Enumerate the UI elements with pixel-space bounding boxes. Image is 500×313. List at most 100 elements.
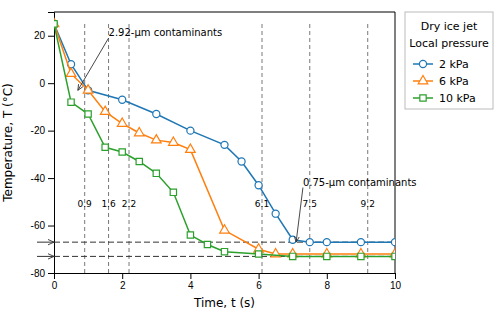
y-axis: -80 -60 -40 -20 0 20 — [31, 13, 55, 279]
series-point — [85, 111, 91, 117]
x-tick: 6 — [256, 273, 262, 291]
series-point — [238, 158, 245, 165]
series-point — [100, 106, 110, 114]
series-line — [54, 24, 395, 242]
x-tick-mark — [259, 273, 260, 279]
series-point — [392, 253, 395, 259]
series-point — [324, 253, 330, 259]
x-tick-mark — [327, 273, 328, 279]
y-tick-label: -40 — [31, 173, 46, 184]
series-point — [255, 182, 262, 189]
x-tick: 2 — [120, 273, 126, 291]
series-point — [153, 170, 159, 176]
series-line — [54, 24, 395, 254]
y-tick-label: -80 — [31, 268, 46, 279]
series-point — [68, 99, 74, 105]
legend-box — [405, 12, 493, 109]
series-point — [221, 141, 228, 148]
series-point — [186, 144, 196, 152]
vline — [129, 24, 130, 273]
x-tick-mark — [190, 273, 191, 279]
series-point — [187, 232, 193, 238]
x-tick: 0 — [52, 273, 58, 291]
x-tick: 8 — [325, 273, 331, 291]
vline — [309, 24, 310, 273]
annotation-arrow — [296, 188, 303, 243]
data-area — [54, 18, 395, 273]
legend-entry: 6 kPa — [439, 75, 469, 88]
vline-label: 0.9 — [78, 199, 93, 209]
series-point — [83, 85, 93, 93]
x-tick-mark — [395, 273, 396, 279]
y-tick-mark — [48, 178, 54, 179]
x-axis-line — [55, 274, 396, 280]
series-point — [54, 20, 58, 27]
y-tick-mark — [48, 83, 54, 84]
x-tick-label: 2 — [120, 280, 126, 291]
series-point — [66, 68, 76, 76]
plot-frame-top — [54, 12, 395, 13]
y-tick-label: -60 — [31, 220, 46, 231]
series-point — [220, 225, 230, 233]
legend-title: Local pressure — [409, 37, 489, 50]
series-point — [272, 210, 279, 217]
series-point — [151, 135, 161, 143]
x-tick: 4 — [188, 273, 194, 291]
y-tick: -80 — [31, 268, 54, 279]
y-tick-label: 0 — [39, 78, 45, 89]
series-point — [391, 239, 395, 246]
y-axis-title: Temperature, T (°C) — [1, 83, 15, 203]
series-point — [221, 248, 227, 254]
axis-arrow — [37, 242, 54, 243]
plot: 0 2 4 6 8 10 -80 -60 -40 -20 0 20 Time, t (s) Tempera… — [1, 12, 417, 310]
annotation-arrow — [78, 38, 109, 90]
series-point — [169, 137, 179, 145]
legend-symbol — [420, 95, 426, 101]
x-tick: 10 — [390, 273, 402, 291]
series-point — [204, 241, 210, 247]
x-tick-label: 4 — [188, 280, 194, 291]
vline-label: 9.2 — [361, 199, 375, 209]
series-point — [187, 127, 194, 134]
legend: Dry ice jetLocal pressure2 kPa6 kPa10 kP… — [405, 12, 493, 109]
series-point — [136, 158, 142, 164]
x-tick-mark — [122, 273, 123, 279]
y-tick: 0 — [39, 78, 54, 89]
series-point — [306, 239, 313, 246]
y-tick-mark — [48, 131, 54, 132]
series-point — [134, 127, 144, 135]
legend-symbol — [418, 75, 428, 83]
y-tick: 20 — [34, 30, 54, 41]
x-tick-label: 10 — [390, 280, 402, 291]
series-point — [170, 189, 176, 195]
chart: 0 2 4 6 8 10 -80 -60 -40 -20 0 20 Time, t (s) Tempera… — [0, 0, 500, 313]
y-tick: -60 — [31, 220, 54, 231]
annotation-text: 2.92-μm contaminants — [109, 27, 223, 38]
x-axis-title: Time, t (s) — [193, 296, 255, 310]
vline-label: 2.2 — [122, 199, 136, 209]
y-axis-line — [48, 13, 55, 274]
y-tick-label: -20 — [31, 125, 46, 136]
series-point — [323, 239, 330, 246]
series-point — [54, 18, 59, 26]
series-point — [102, 144, 108, 150]
vline-label: 7.5 — [303, 199, 317, 209]
vline-label: 1.6 — [101, 199, 116, 209]
y-tick-mark — [48, 36, 54, 37]
vline-label: 6.1 — [255, 199, 269, 209]
vline — [367, 24, 368, 273]
series-point — [289, 236, 296, 243]
legend-entry: 10 kPa — [439, 92, 476, 105]
annotation-text: 0.75-μm contaminants — [303, 177, 417, 188]
y-tick-mark — [48, 273, 54, 274]
series-point — [119, 149, 125, 155]
series-point — [358, 253, 364, 259]
x-tick-label: 6 — [256, 280, 262, 291]
series-line — [54, 24, 395, 257]
series-point — [255, 251, 261, 257]
legend-title: Dry ice jet — [421, 20, 478, 33]
series-point — [54, 21, 57, 27]
series-point — [357, 239, 364, 246]
annotations: 0.9 1.6 2.2 6.1 7.5 9.2 2.92-μm contaminants 0.… — [37, 27, 417, 256]
y-tick-mark — [48, 226, 54, 227]
